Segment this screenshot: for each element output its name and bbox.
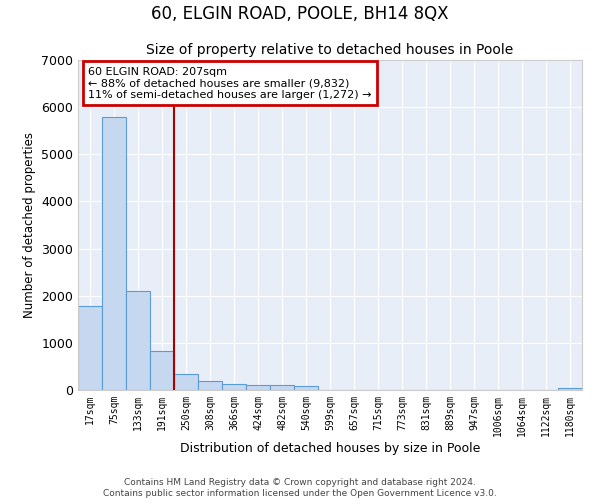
Bar bbox=[198, 380, 222, 390]
Bar bbox=[102, 116, 126, 390]
Text: Contains HM Land Registry data © Crown copyright and database right 2024.
Contai: Contains HM Land Registry data © Crown c… bbox=[103, 478, 497, 498]
Bar bbox=[174, 374, 198, 390]
Text: 60, ELGIN ROAD, POOLE, BH14 8QX: 60, ELGIN ROAD, POOLE, BH14 8QX bbox=[151, 5, 449, 23]
Y-axis label: Number of detached properties: Number of detached properties bbox=[23, 132, 35, 318]
Title: Size of property relative to detached houses in Poole: Size of property relative to detached ho… bbox=[146, 44, 514, 58]
Bar bbox=[222, 384, 246, 390]
Bar bbox=[270, 385, 294, 390]
Bar bbox=[294, 386, 318, 390]
X-axis label: Distribution of detached houses by size in Poole: Distribution of detached houses by size … bbox=[180, 442, 480, 454]
Bar bbox=[246, 385, 270, 390]
Bar bbox=[78, 306, 102, 390]
Bar bbox=[150, 352, 174, 390]
Bar bbox=[126, 291, 150, 390]
Bar bbox=[558, 388, 582, 390]
Text: 60 ELGIN ROAD: 207sqm
← 88% of detached houses are smaller (9,832)
11% of semi-d: 60 ELGIN ROAD: 207sqm ← 88% of detached … bbox=[88, 66, 371, 100]
